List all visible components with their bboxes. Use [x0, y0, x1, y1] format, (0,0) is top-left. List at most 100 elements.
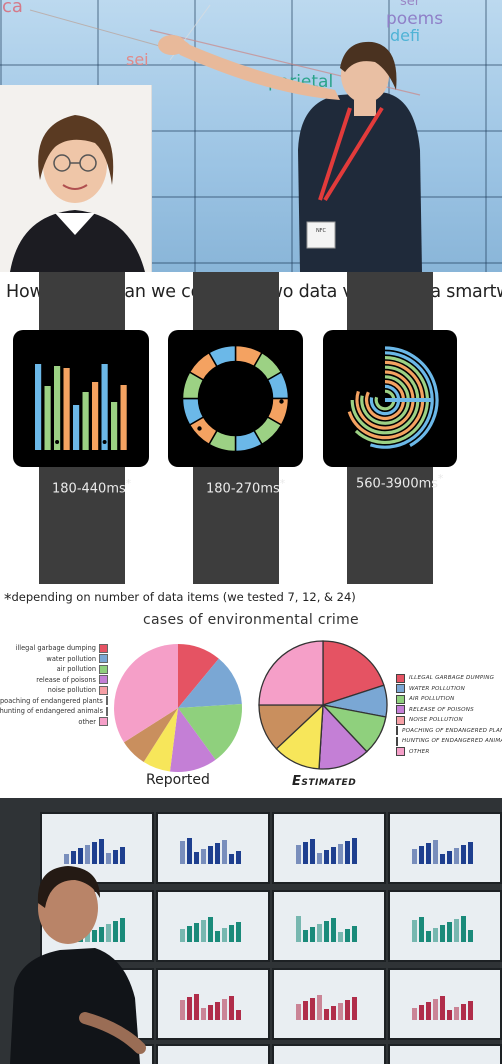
legend-swatch — [99, 654, 108, 664]
pie-slice — [114, 644, 178, 743]
wall-bar — [324, 850, 329, 864]
watch-bar-dot — [102, 440, 107, 444]
watch-time-asterisk: * — [279, 477, 286, 490]
radial-bar — [369, 384, 401, 416]
wall-bar — [180, 841, 185, 864]
wall-bar — [236, 851, 241, 864]
wall-screen — [272, 890, 386, 962]
bottom-photo — [0, 798, 502, 1064]
pie-slice — [178, 703, 243, 760]
legend-item: release of poisons — [0, 675, 108, 686]
top-photo: ca sei ser poems defi parietal NFC — [0, 0, 502, 272]
wall-bar — [236, 1010, 241, 1020]
watch-bar — [63, 368, 70, 450]
wall-bar — [317, 995, 322, 1020]
legend-item: ILLEGAL GARBAGE DUMPING — [396, 673, 502, 684]
wall-bar — [447, 851, 452, 864]
wall-bar — [310, 998, 315, 1020]
word-ca: ca — [2, 0, 23, 17]
legend-swatch — [396, 694, 405, 704]
watch-bar — [73, 405, 80, 450]
wall-bar — [412, 1008, 417, 1020]
legend-swatch — [396, 705, 405, 715]
watch-time-label: 560-3900ms* — [356, 472, 443, 491]
donut-dot — [279, 399, 284, 404]
word-defi: defi — [390, 26, 421, 45]
legend-item: AIR POLLUTION — [396, 694, 502, 705]
wall-bar — [454, 848, 459, 864]
wall-bar — [352, 997, 357, 1020]
legend-swatch — [99, 675, 108, 685]
wall-bar — [324, 1009, 329, 1020]
legend-item: WATER POLLUTION — [396, 684, 502, 695]
legend-item: illegal garbage dumping — [0, 643, 108, 654]
wall-bar — [338, 844, 343, 864]
legend-item: noise pollution — [0, 685, 108, 696]
wall-screen — [156, 812, 270, 884]
wall-bar — [317, 853, 322, 864]
wall-bar — [331, 847, 336, 864]
wall-bar — [412, 920, 417, 942]
legend-item: RELEASE OF POISONS — [396, 705, 502, 716]
wall-bar — [454, 919, 459, 942]
wall-screen — [272, 1044, 386, 1064]
wall-bar — [208, 917, 213, 942]
wall-screen — [388, 890, 502, 962]
pie-slice — [169, 708, 216, 772]
wall-screen — [388, 1044, 502, 1064]
wall-bar — [426, 843, 431, 864]
reported-pie — [114, 644, 243, 772]
watch-face-donut — [168, 330, 303, 467]
wall-bar — [113, 850, 118, 864]
wall-bar — [419, 1005, 424, 1020]
watch-bar — [54, 366, 61, 450]
wall-bar — [215, 843, 220, 864]
legend-item-label: OTHER — [409, 748, 430, 755]
donut-segment — [207, 344, 237, 368]
radial-bar — [384, 346, 439, 447]
wall-bar — [215, 931, 220, 942]
legend-swatch — [106, 706, 108, 716]
legend-item-label: AIR POLLUTION — [409, 696, 455, 703]
radial-bar — [347, 360, 425, 440]
wall-bar — [324, 921, 329, 942]
legend-item-label: water pollution — [46, 654, 96, 663]
wall-bar — [440, 925, 445, 942]
legend-item-label: poaching of endangered plants — [0, 696, 103, 705]
wall-bar — [338, 1003, 343, 1020]
watch-bar — [111, 402, 118, 450]
wall-bar — [187, 997, 192, 1020]
watch-time-label: 180-440ms* — [52, 477, 131, 496]
bar-chart-watch — [35, 364, 127, 450]
wall-bar — [215, 1002, 220, 1020]
wall-bar — [71, 851, 76, 864]
wall-bar — [468, 1001, 473, 1020]
word-poems: poems — [386, 9, 444, 29]
footnote-text: depending on number of data items (we te… — [11, 590, 356, 604]
wall-bar — [331, 1006, 336, 1020]
legend-item-label: noise pollution — [47, 686, 96, 695]
radial-bar — [360, 375, 410, 425]
wall-bar — [331, 918, 336, 942]
wall-bar — [106, 853, 111, 864]
estimated-pie — [258, 640, 388, 770]
wall-bar — [433, 999, 438, 1020]
wall-bar — [222, 840, 227, 864]
watch-time-asterisk: * — [438, 472, 444, 485]
legend-item: OTHER — [396, 747, 502, 758]
wall-bar — [303, 930, 308, 942]
legend-swatch — [99, 685, 108, 695]
wall-bar — [106, 924, 111, 942]
watch-time-value: 560-3900ms — [356, 476, 439, 492]
word-sei: sei — [126, 50, 149, 69]
watch-bar — [120, 385, 127, 450]
watch-bar — [92, 382, 99, 450]
reported-legend: illegal garbage dumping water pollution ai… — [0, 643, 108, 727]
legend-swatch — [396, 726, 398, 736]
wall-bar — [222, 999, 227, 1020]
wall-bar — [180, 1000, 185, 1020]
wall-bar — [64, 854, 69, 864]
wall-bar — [433, 840, 438, 864]
legend-item-label: air pollution — [56, 665, 96, 674]
legend-swatch — [99, 717, 108, 727]
